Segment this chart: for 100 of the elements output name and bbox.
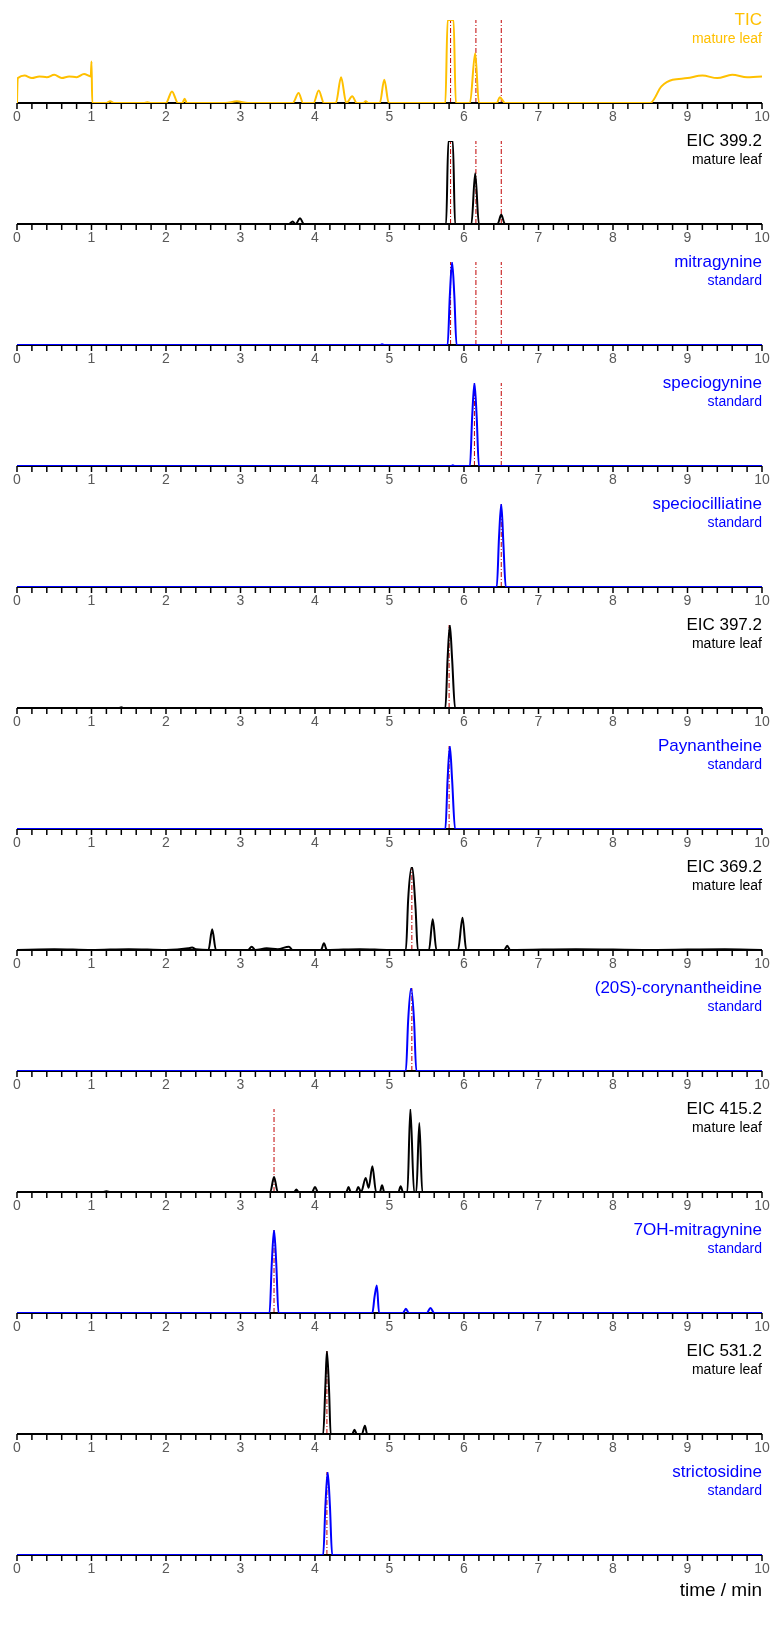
x-tick-label: 5 <box>385 1196 394 1213</box>
text: standard <box>706 1481 762 1498</box>
x-tick-label: 8 <box>609 1438 618 1455</box>
x-tick-label: 8 <box>609 349 618 366</box>
x-tick-label: 5 <box>385 470 394 487</box>
text: standard <box>706 1239 762 1256</box>
x-tick-label: 6 <box>460 1438 469 1455</box>
x-tick-label: 10 <box>754 1438 770 1455</box>
x-tick-label: 2 <box>162 470 171 487</box>
x-tick-label: 9 <box>683 1559 692 1576</box>
x-tick-label: 6 <box>460 1196 469 1213</box>
x-tick-label: 1 <box>87 954 96 971</box>
x-tick-label: 8 <box>609 833 618 850</box>
x-tick-label: 0 <box>13 954 22 971</box>
x-tick-label: 9 <box>683 349 692 366</box>
x-tick-label: 3 <box>236 833 245 850</box>
x-tick-label: 7 <box>534 712 543 729</box>
text: standard <box>706 513 762 530</box>
x-tick-label: 10 <box>754 349 770 366</box>
text: mature leaf <box>690 876 762 893</box>
x-tick-label: 10 <box>754 591 770 608</box>
x-tick-label: 10 <box>754 1559 770 1576</box>
x-tick-label: 10 <box>754 1196 770 1213</box>
x-tick-label: 3 <box>236 1196 245 1213</box>
x-tick-label: 9 <box>683 1196 692 1213</box>
x-tick-label: 0 <box>13 712 22 729</box>
text: standard <box>706 997 762 1014</box>
x-tick-label: 10 <box>754 1317 770 1334</box>
text: mature leaf <box>691 29 762 46</box>
x-tick-label: 1 <box>87 1559 96 1576</box>
x-tick-label: 8 <box>609 591 618 608</box>
text: mature leaf <box>690 1360 762 1377</box>
x-tick-label: 7 <box>534 1196 543 1213</box>
x-tick-label: 0 <box>13 833 22 850</box>
x-tick-label: 1 <box>87 591 96 608</box>
x-tick-label: 5 <box>385 1317 394 1334</box>
chart-title: speciogynine <box>662 373 762 393</box>
x-tick-label: 2 <box>162 228 171 245</box>
x-tick-label: 4 <box>311 228 320 245</box>
x-tick-label: 4 <box>311 349 320 366</box>
chart-title: (20S)-corynantheidine <box>594 978 762 998</box>
x-tick-label: 4 <box>311 1559 320 1576</box>
x-tick-label: 6 <box>460 954 469 971</box>
x-tick-label: 0 <box>13 1317 22 1334</box>
x-tick-label: 10 <box>754 712 770 729</box>
x-tick-label: 1 <box>87 1317 96 1334</box>
chart-title: EIC 397.2 <box>686 615 762 635</box>
x-tick-label: 7 <box>534 833 543 850</box>
chart-title: TIC <box>733 10 762 30</box>
x-tick-label: 7 <box>534 1075 543 1092</box>
x-tick-label: 7 <box>534 470 543 487</box>
text: mature leaf <box>690 634 762 651</box>
x-tick-label: 0 <box>13 228 22 245</box>
x-tick-label: 6 <box>460 349 469 366</box>
chart-title: EIC 531.2 <box>686 1341 762 1361</box>
x-tick-label: 10 <box>754 470 770 487</box>
x-tick-label: 1 <box>87 349 96 366</box>
x-tick-label: 2 <box>162 712 171 729</box>
text: mature leaf <box>690 1118 762 1135</box>
x-tick-label: 9 <box>683 833 692 850</box>
x-tick-label: 6 <box>460 591 469 608</box>
x-tick-label: 9 <box>683 228 692 245</box>
x-tick-label: 6 <box>460 712 469 729</box>
text: standard <box>706 392 762 409</box>
x-tick-label: 0 <box>13 470 22 487</box>
x-tick-label: 4 <box>311 591 320 608</box>
x-tick-label: 3 <box>236 591 245 608</box>
x-tick-label: 3 <box>236 107 245 124</box>
x-tick-label: 4 <box>311 954 320 971</box>
chart-title: Paynantheine <box>658 736 762 756</box>
x-tick-label: 9 <box>683 591 692 608</box>
x-tick-label: 2 <box>162 591 171 608</box>
x-tick-label: 1 <box>87 1196 96 1213</box>
x-tick-label: 6 <box>460 1317 469 1334</box>
x-tick-label: 5 <box>385 107 394 124</box>
x-tick-label: 4 <box>311 470 320 487</box>
x-tick-label: 9 <box>683 712 692 729</box>
chart-title: 7OH-mitragynine <box>633 1220 762 1240</box>
x-tick-label: 5 <box>385 712 394 729</box>
x-tick-label: 2 <box>162 349 171 366</box>
x-tick-label: 5 <box>385 349 394 366</box>
x-tick-label: 8 <box>609 470 618 487</box>
x-tick-label: 0 <box>13 1438 22 1455</box>
x-tick-label: 4 <box>311 107 320 124</box>
x-tick-label: 2 <box>162 954 171 971</box>
x-tick-label: 10 <box>754 107 770 124</box>
text: standard <box>706 755 762 772</box>
x-tick-label: 7 <box>534 1559 543 1576</box>
x-tick-label: 9 <box>683 954 692 971</box>
x-tick-label: 10 <box>754 1075 770 1092</box>
x-tick-label: 6 <box>460 833 469 850</box>
x-tick-label: 8 <box>609 228 618 245</box>
x-tick-label: 9 <box>683 1075 692 1092</box>
x-tick-label: 5 <box>385 1559 394 1576</box>
x-tick-label: 4 <box>311 1438 320 1455</box>
x-tick-label: 0 <box>13 349 22 366</box>
x-tick-label: 8 <box>609 954 618 971</box>
x-tick-label: 3 <box>236 470 245 487</box>
x-tick-label: 7 <box>534 107 543 124</box>
x-tick-label: 1 <box>87 833 96 850</box>
